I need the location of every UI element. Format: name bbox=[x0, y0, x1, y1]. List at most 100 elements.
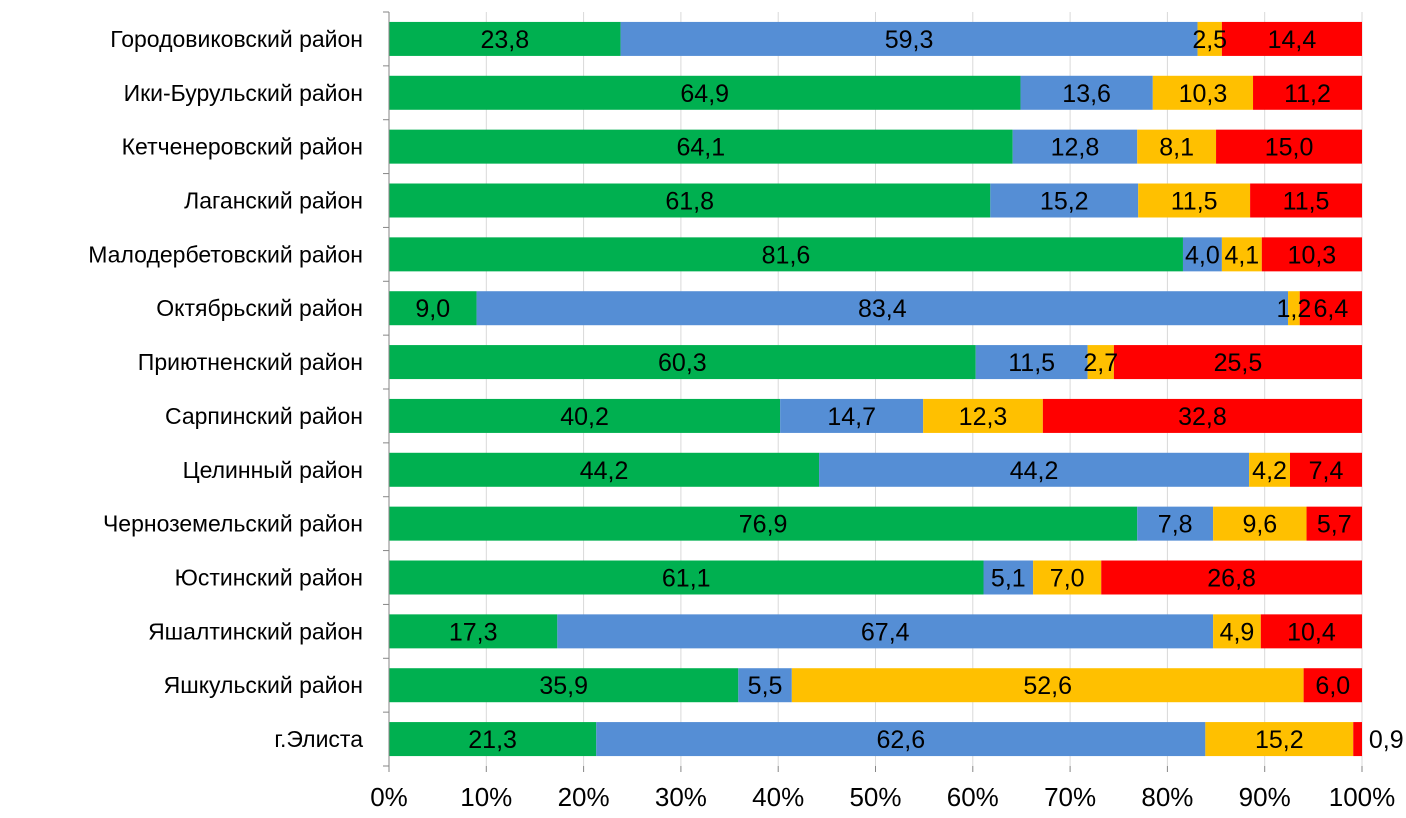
bar-segment bbox=[1182, 237, 1222, 272]
bar-segment bbox=[1205, 722, 1354, 757]
data-label: 83,4 bbox=[858, 295, 907, 323]
data-label: 59,3 bbox=[885, 26, 934, 54]
data-label: 7,0 bbox=[1050, 565, 1085, 593]
data-label: 8,1 bbox=[1159, 134, 1194, 162]
bar-segment bbox=[1137, 129, 1217, 164]
bar-segment bbox=[1216, 129, 1362, 164]
bar-segment bbox=[1250, 183, 1362, 218]
data-label: 61,8 bbox=[665, 188, 714, 216]
x-tick-label: 10% bbox=[460, 782, 512, 812]
category-label: Яшалтинский район bbox=[148, 618, 363, 644]
bar-segment bbox=[389, 129, 1013, 164]
data-label: 4,1 bbox=[1224, 241, 1259, 269]
x-tick-labels: 0% 10% 20% 30% 40% 50% 60% 70% 80% 90% 100% bbox=[370, 782, 1395, 812]
bar-segment bbox=[557, 614, 1214, 649]
data-labels: 23,8 59,3 2,5 14,4 64,9 13,6 10,3 11,2 64,1 12,8 8… bbox=[415, 26, 1403, 754]
data-label: 11,2 bbox=[1284, 80, 1331, 108]
bar-segment bbox=[389, 75, 1021, 110]
data-label: 10,4 bbox=[1287, 618, 1336, 646]
data-label: 15,2 bbox=[1255, 726, 1304, 754]
category-label: Ики-Бурульский район bbox=[124, 80, 363, 106]
x-tick-label: 80% bbox=[1141, 782, 1193, 812]
data-label: 6,0 bbox=[1315, 672, 1350, 700]
bar-segment bbox=[389, 452, 820, 487]
x-tick-label: 90% bbox=[1239, 782, 1291, 812]
category-label: Городовиковский район bbox=[110, 26, 363, 52]
data-label: 12,3 bbox=[959, 403, 1008, 431]
bar-segment bbox=[1299, 291, 1362, 326]
bars bbox=[389, 21, 1362, 757]
category-label: Яшкульский район bbox=[164, 672, 363, 698]
bar-segment bbox=[923, 398, 1043, 433]
data-label: 10,3 bbox=[1179, 80, 1228, 108]
bar-segment bbox=[1288, 291, 1300, 326]
x-tick-label: 100% bbox=[1329, 782, 1396, 812]
data-label: 52,6 bbox=[1023, 672, 1072, 700]
data-label: 64,1 bbox=[677, 134, 726, 162]
data-label: 4,9 bbox=[1220, 618, 1255, 646]
x-tick-label: 0% bbox=[370, 782, 408, 812]
x-tick-label: 30% bbox=[655, 782, 707, 812]
bar-segment bbox=[476, 291, 1289, 326]
bar-segment bbox=[1213, 614, 1261, 649]
bar-segment bbox=[1261, 237, 1362, 272]
category-label: Приютненский район bbox=[138, 349, 363, 375]
data-label: 11,5 bbox=[1283, 188, 1330, 216]
bar-segment bbox=[389, 21, 621, 56]
bar-segment bbox=[1306, 506, 1362, 541]
bar-segment bbox=[1249, 452, 1290, 487]
bar-segment bbox=[596, 722, 1206, 757]
x-tick-label: 70% bbox=[1044, 782, 1096, 812]
bar-segment bbox=[1221, 21, 1362, 56]
x-tick-label: 40% bbox=[752, 782, 804, 812]
data-label: 23,8 bbox=[480, 26, 529, 54]
data-label: 67,4 bbox=[861, 618, 910, 646]
bar-segment bbox=[389, 183, 991, 218]
category-label: Малодербетовский район bbox=[88, 241, 363, 267]
data-label: 60,3 bbox=[658, 349, 707, 377]
data-label: 13,6 bbox=[1062, 80, 1111, 108]
data-label: 0,9 bbox=[1369, 726, 1404, 754]
bar-segment bbox=[780, 398, 924, 433]
data-label: 15,0 bbox=[1265, 134, 1314, 162]
data-label: 44,2 bbox=[1010, 457, 1059, 485]
bar-segment bbox=[1260, 614, 1362, 649]
axes bbox=[383, 11, 1363, 772]
bar-segment bbox=[1213, 506, 1307, 541]
bar-segment bbox=[389, 506, 1138, 541]
category-label: Кетченеровский район bbox=[122, 134, 363, 160]
data-label: 21,3 bbox=[468, 726, 517, 754]
data-label: 61,1 bbox=[662, 565, 711, 593]
bar-segment bbox=[738, 668, 792, 703]
category-labels: Городовиковский район Ики-Бурульский райо… bbox=[88, 26, 363, 752]
bar-segment bbox=[1012, 129, 1138, 164]
bar-segment bbox=[1020, 75, 1153, 110]
data-label: 25,5 bbox=[1214, 349, 1263, 377]
bar-segment bbox=[389, 398, 781, 433]
bar-segment bbox=[389, 722, 597, 757]
category-label: Целинный район bbox=[183, 457, 363, 483]
data-label: 6,4 bbox=[1313, 295, 1348, 323]
data-label: 17,3 bbox=[449, 618, 498, 646]
bar-segment bbox=[389, 291, 477, 326]
bar-segment bbox=[389, 345, 976, 380]
data-label: 1,2 bbox=[1277, 295, 1312, 323]
bar-segment bbox=[1113, 345, 1362, 380]
data-label: 15,2 bbox=[1040, 188, 1089, 216]
bar-segment bbox=[389, 560, 984, 595]
bar-segment bbox=[389, 614, 558, 649]
bar-segment bbox=[1253, 75, 1362, 110]
category-label: Октябрьский район bbox=[156, 295, 363, 321]
data-label: 11,5 bbox=[1171, 188, 1218, 216]
data-label: 14,4 bbox=[1268, 26, 1317, 54]
data-label: 64,9 bbox=[680, 80, 729, 108]
data-label: 2,5 bbox=[1192, 26, 1227, 54]
data-label: 62,6 bbox=[876, 726, 925, 754]
data-label: 81,6 bbox=[762, 241, 811, 269]
bar-segment bbox=[1042, 398, 1362, 433]
bar-segment bbox=[990, 183, 1139, 218]
data-label: 11,5 bbox=[1008, 349, 1055, 377]
data-label: 76,9 bbox=[739, 511, 788, 539]
data-label: 7,4 bbox=[1309, 457, 1344, 485]
